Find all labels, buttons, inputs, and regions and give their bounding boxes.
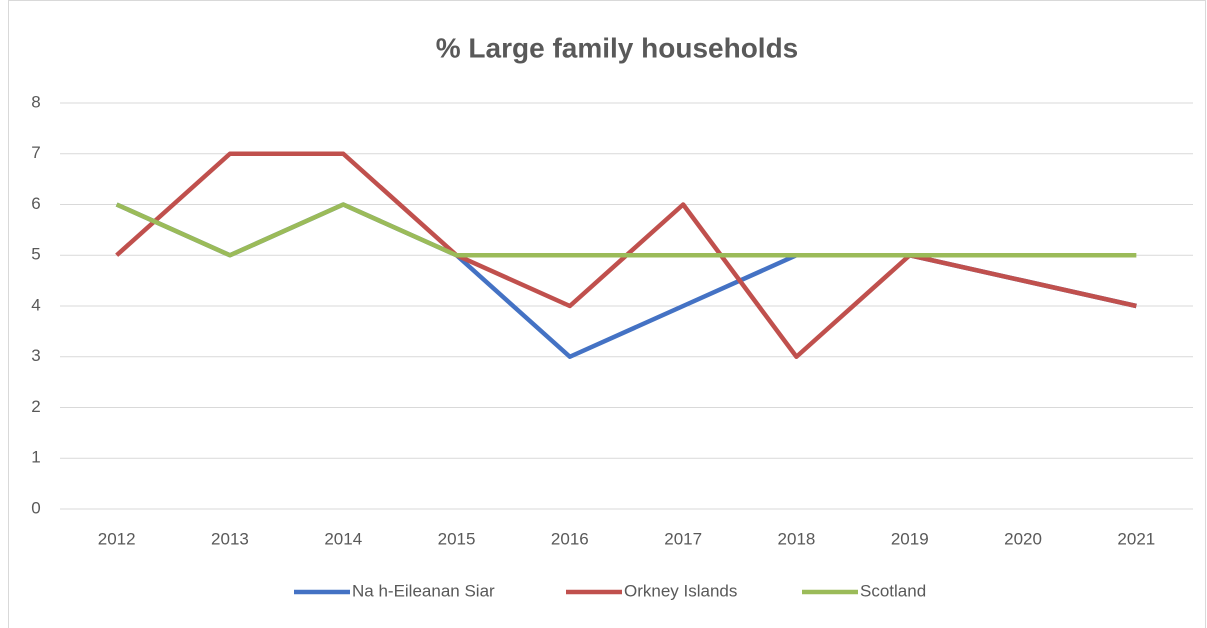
y-tick-label: 7	[31, 143, 40, 162]
y-tick-label: 0	[31, 498, 40, 517]
y-tick-label: 4	[31, 295, 40, 314]
chart-title: % Large family households	[436, 32, 799, 63]
y-tick-label: 8	[31, 92, 40, 111]
y-tick-label: 5	[31, 245, 40, 264]
x-tick-label: 2020	[1004, 529, 1042, 548]
y-tick-label: 6	[31, 194, 40, 213]
x-tick-label: 2019	[891, 529, 929, 548]
y-tick-label: 2	[31, 397, 40, 416]
x-tick-label: 2012	[98, 529, 136, 548]
legend-label: Orkney Islands	[624, 581, 737, 600]
series-line	[115, 202, 1137, 258]
x-tick-label: 2018	[778, 529, 816, 548]
legend-label: Na h-Eileanan Siar	[352, 581, 495, 600]
legend-label: Scotland	[860, 581, 926, 600]
x-tick-label: 2016	[551, 529, 589, 548]
chart-border	[8, 0, 1206, 628]
y-tick-label: 1	[31, 448, 40, 467]
x-tick-label: 2015	[438, 529, 476, 548]
x-tick-label: 2014	[324, 529, 362, 548]
y-tick-label: 3	[31, 346, 40, 365]
x-tick-label: 2017	[664, 529, 702, 548]
x-tick-label: 2021	[1117, 529, 1155, 548]
x-tick-label: 2013	[211, 529, 249, 548]
